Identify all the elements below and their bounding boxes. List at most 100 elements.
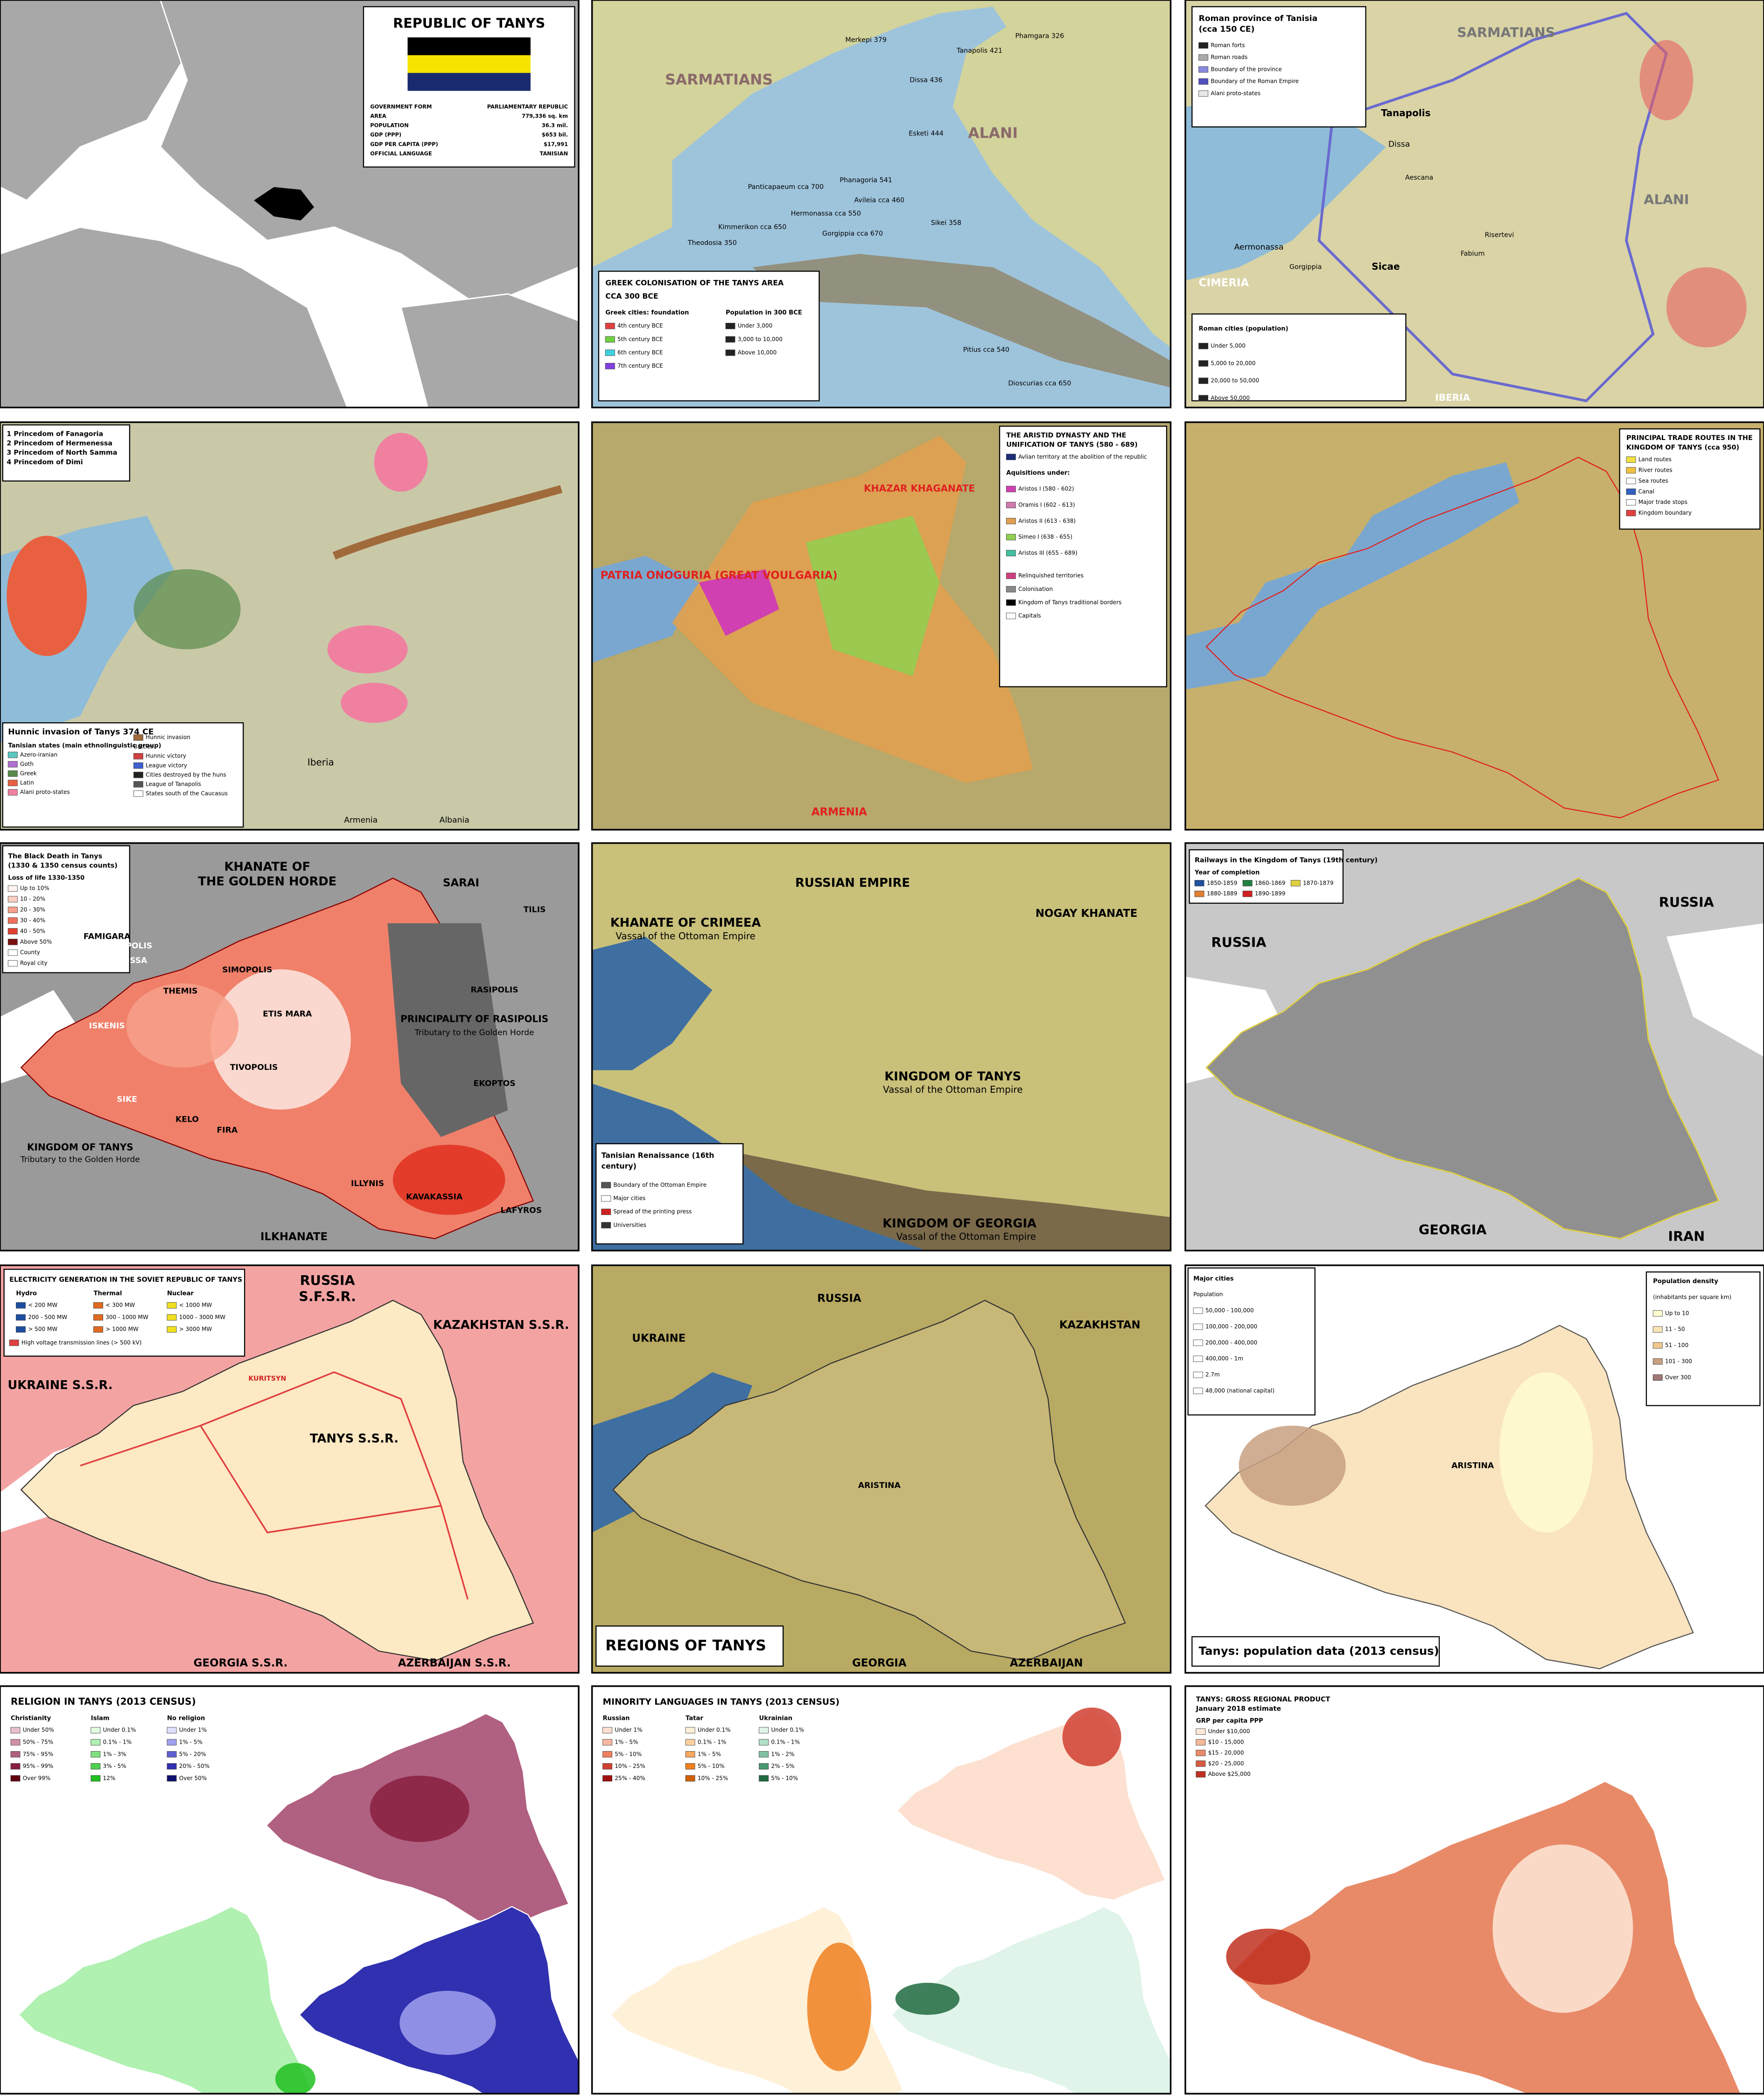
legend-label: Hunnic invasion — [146, 734, 190, 740]
legend-label: 1% - 5% — [698, 1751, 721, 1757]
invasion-arrow — [332, 485, 563, 560]
legend-label: League victory — [146, 762, 187, 768]
legend-label: 200 - 500 MW — [28, 1314, 67, 1320]
map-label: PRINCIPALITY OF RASIPOLIS — [400, 1013, 548, 1024]
map-label: Gorgippia cca 670 — [822, 230, 883, 237]
legend-label: $15 - 20,000 — [1208, 1749, 1244, 1756]
legend-label: Spread of the printing press — [613, 1208, 692, 1215]
legend-swatch — [1006, 599, 1016, 606]
legend-label: Above 50,000 — [1211, 395, 1250, 401]
panel-heading: January 2018 estimate — [1196, 1705, 1281, 1712]
legend-label: > 1000 MW — [105, 1326, 139, 1333]
info-value: 779,336 sq. km — [522, 113, 568, 119]
legend-swatch — [7, 960, 18, 967]
map-label: TIVOPOLIS — [230, 1063, 278, 1072]
panel-frame — [0, 1264, 580, 1674]
panel-heading: (1330 & 1350 census counts) — [8, 862, 118, 870]
map-label: KINGDOM OF TANYS — [27, 1141, 133, 1152]
legend-label: Hunnic victory — [146, 753, 186, 759]
legend-swatch — [1626, 467, 1636, 474]
panel-heading: Tanisian Renaissance (16th — [602, 1151, 714, 1159]
legend-swatch — [7, 789, 18, 796]
legend-swatch — [1006, 454, 1016, 461]
panel-heading: KINGDOM OF TANYS (cca 950) — [1626, 444, 1739, 451]
legend-swatch — [1242, 880, 1253, 887]
legend-label: 0.1% - 1% — [698, 1739, 727, 1746]
map-label: Tanapolis — [1381, 107, 1430, 119]
legend-swatch — [1006, 586, 1016, 593]
map-label: KELO — [175, 1115, 199, 1124]
legend-label: Under 0.1% — [103, 1727, 136, 1733]
sea — [1666, 923, 1764, 1057]
legend-swatch — [605, 322, 615, 329]
legend-swatch — [602, 1727, 612, 1733]
panel-content: GOVERNMENT FORM PARLIAMENTARY REPUBLIC ARE… — [0, 0, 579, 408]
panel-heading: 2 Princedom of Hermenessa — [7, 440, 112, 447]
legend-swatch — [1626, 499, 1636, 506]
panel-caption: Hunnic invasion of Tanys 374 CE — [8, 727, 154, 737]
legend-swatch — [167, 1751, 177, 1758]
panel-content: Tanisian Renaissance (16th century) Bounda… — [592, 843, 1171, 1251]
flag-stripe — [407, 55, 531, 73]
map-label: ETIS MARA — [263, 1009, 312, 1019]
legend-swatch — [7, 885, 18, 892]
map-label: SIKE — [117, 1095, 137, 1104]
map-label: Merkepi 379 — [845, 36, 886, 44]
legend-label: 5,000 to 20,000 — [1211, 360, 1255, 366]
legend-swatch — [759, 1775, 769, 1782]
legend-swatch — [167, 1326, 177, 1333]
legend-label: Roman forts — [1211, 42, 1245, 49]
map-label: Risertevi — [1485, 231, 1514, 239]
legend-label: River routes — [1638, 467, 1673, 473]
aquired-area — [805, 516, 940, 676]
legend-box — [1619, 428, 1761, 530]
legend-label: 3% - 5% — [103, 1763, 126, 1769]
map-label: LAFYROS — [501, 1206, 542, 1215]
map-label: GEORGIA — [1419, 1222, 1487, 1237]
map-label: Aescana — [1405, 174, 1433, 182]
legend-label: Under 5,000 — [1211, 342, 1246, 349]
legend-label: 95% - 99% — [23, 1763, 53, 1769]
panel-heading: GREEK COLONISATION OF THE TANYS AREA — [605, 279, 784, 287]
map-label: ISKENIS — [89, 1021, 125, 1031]
info-value: 36.3 mil. — [542, 122, 568, 129]
map-label: Hermonassa cca 550 — [791, 210, 861, 217]
legend-label: 100,000 - 200,000 — [1205, 1323, 1257, 1330]
map-label: KURITSYN — [248, 1375, 286, 1383]
legend-group-title: Loss of life 1330-1350 — [8, 874, 84, 881]
legend-swatch — [1198, 78, 1209, 85]
panel-heading: RELIGION IN TANYS (2013 CENSUS) — [11, 1696, 196, 1707]
legend-label: Kingdom boundary — [1638, 510, 1692, 516]
map-label: RUSSIA — [300, 1272, 356, 1288]
legend-box — [999, 426, 1168, 687]
landmass — [0, 226, 349, 408]
legend-swatch — [1652, 1358, 1663, 1365]
legend-swatch — [1198, 42, 1209, 49]
legend-swatch — [1198, 360, 1209, 367]
legend-label: Boundary of the Roman Empire — [1211, 78, 1299, 84]
panel-frame — [0, 0, 580, 409]
map-panel: Tanys: population data (2013 census) Majo… — [1184, 1264, 1764, 1674]
legend-swatch — [91, 1775, 101, 1782]
legend-label: $20 - 25,000 — [1208, 1760, 1244, 1767]
legend-swatch — [7, 896, 18, 902]
legend-swatch — [725, 322, 735, 329]
alani-area — [374, 433, 428, 492]
legend-group-title: Islam — [91, 1715, 110, 1722]
legend-label: > 3000 MW — [179, 1326, 212, 1333]
legend-box — [1191, 1636, 1440, 1667]
legend-label: Oramis I (602 - 613) — [1018, 502, 1075, 508]
legend-group-title: Major cities — [1193, 1275, 1234, 1282]
legend-swatch — [1194, 890, 1204, 897]
legend-label: Greek — [20, 770, 37, 776]
legend-label: Aristos III (655 - 689) — [1018, 550, 1078, 556]
legend-swatch — [602, 1763, 612, 1770]
legend-swatch — [7, 939, 18, 945]
map-panel: PRINCIPAL TRADE ROUTES IN THE KINGDOM OF … — [1184, 421, 1764, 831]
flag-stripe — [407, 73, 531, 91]
legend-swatch — [1652, 1310, 1663, 1317]
legend-group-title: Nuclear — [167, 1290, 194, 1297]
legend-swatch — [7, 761, 18, 768]
landmass — [400, 293, 579, 408]
